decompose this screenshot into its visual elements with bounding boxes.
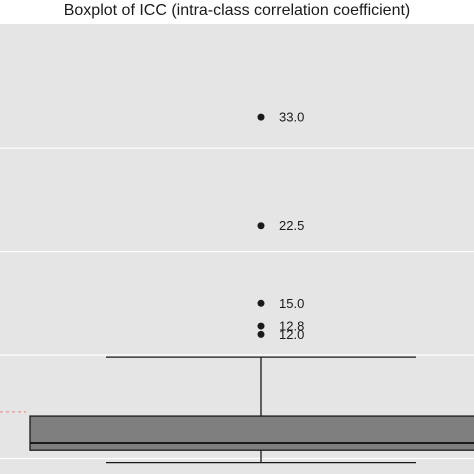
outlier-label: 12.8	[279, 319, 304, 334]
outliers: 33.0 22.5 15.0 12.812.0	[257, 110, 304, 342]
plot-panel	[0, 24, 474, 474]
outlier-label: 15.0	[279, 296, 304, 311]
outlier-label: 33.0	[279, 110, 304, 125]
outlier-point	[257, 113, 265, 121]
outlier-point	[257, 222, 265, 230]
outlier-point	[257, 330, 265, 338]
outlier-label: 12.0	[279, 327, 304, 342]
outlier-point	[257, 322, 265, 330]
interquartile-box	[29, 415, 474, 451]
outlier-point	[257, 299, 265, 307]
outlier-label: 22.5	[279, 218, 304, 233]
chart-title: Boxplot of ICC (intra-class correlation …	[63, 2, 411, 19]
gridlines	[0, 147, 474, 460]
box-element	[29, 356, 474, 464]
